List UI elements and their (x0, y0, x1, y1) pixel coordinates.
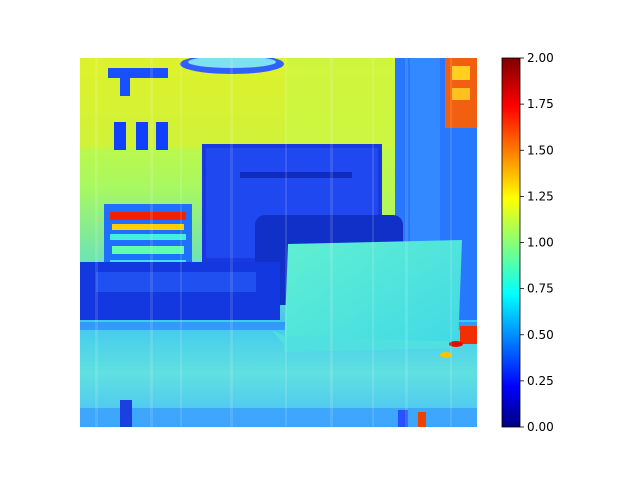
colorbar-tick-label: 0.25 (527, 374, 554, 388)
colorbar-tick-label: 2.00 (527, 51, 554, 65)
colorbar-tick-label: 0.50 (527, 328, 554, 342)
colorbar-gradient (502, 58, 520, 427)
heatmap-image (80, 58, 477, 427)
colorbar-tick-label: 1.50 (527, 143, 554, 157)
colorbar-tick-label: 0.00 (527, 420, 554, 434)
colorbar-tick-label: 1.25 (527, 189, 554, 203)
colorbar-tick-label: 1.00 (527, 236, 554, 250)
colorbar-tick-label: 0.75 (527, 282, 554, 296)
colorbar: 0.00 0.25 0.50 0.75 1.00 1.25 1.50 1.75 2.00 (501, 51, 554, 434)
colorbar-ticks: 0.00 0.25 0.50 0.75 1.00 1.25 1.50 1.75 2.00 (520, 51, 554, 434)
colorbar-tick-label: 1.75 (527, 97, 554, 111)
